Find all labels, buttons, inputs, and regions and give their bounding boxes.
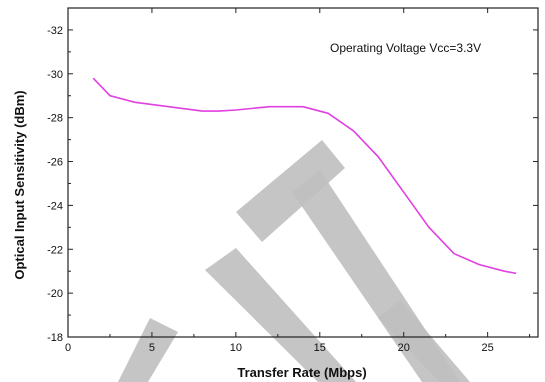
series-line-1 <box>92 77 517 275</box>
y-tick-label: -24 <box>47 200 63 212</box>
y-axis-title: Optical Input Sensitivity (dBm) <box>12 90 27 279</box>
y-tick-label: -22 <box>47 244 63 256</box>
x-tick-label: 10 <box>230 342 242 354</box>
watermark-stripe-1 <box>118 318 178 382</box>
x-tick-label: 25 <box>482 342 494 354</box>
watermark-stripe-2 <box>205 248 356 382</box>
watermark <box>118 140 470 382</box>
y-tick-label: -32 <box>47 25 63 37</box>
series-group <box>92 77 517 275</box>
x-tick-label: 20 <box>398 342 410 354</box>
watermark-stripe-5 <box>378 300 470 382</box>
tick-group: 0 5 10 15 20 25 -18 -20 -22 -24 -26 -28 -30 -32 <box>47 7 538 354</box>
y-tick-label: -28 <box>47 113 63 125</box>
y-tick-label: -30 <box>47 69 63 81</box>
plot-frame-group <box>67 7 539 338</box>
y-tick-label: -18 <box>47 332 63 344</box>
plot-frame <box>67 7 539 338</box>
x-tick-label: 5 <box>149 342 155 354</box>
y-tick-label: -26 <box>47 157 63 169</box>
x-axis-title: Transfer Rate (Mbps) <box>237 365 366 380</box>
annotation-label: Operating Voltage Vcc=3.3V <box>330 41 481 55</box>
x-tick-label: 0 <box>65 342 71 354</box>
watermark-stripe-3 <box>236 140 345 242</box>
x-tick-label: 15 <box>314 342 326 354</box>
y-tick-label: -20 <box>47 288 63 300</box>
